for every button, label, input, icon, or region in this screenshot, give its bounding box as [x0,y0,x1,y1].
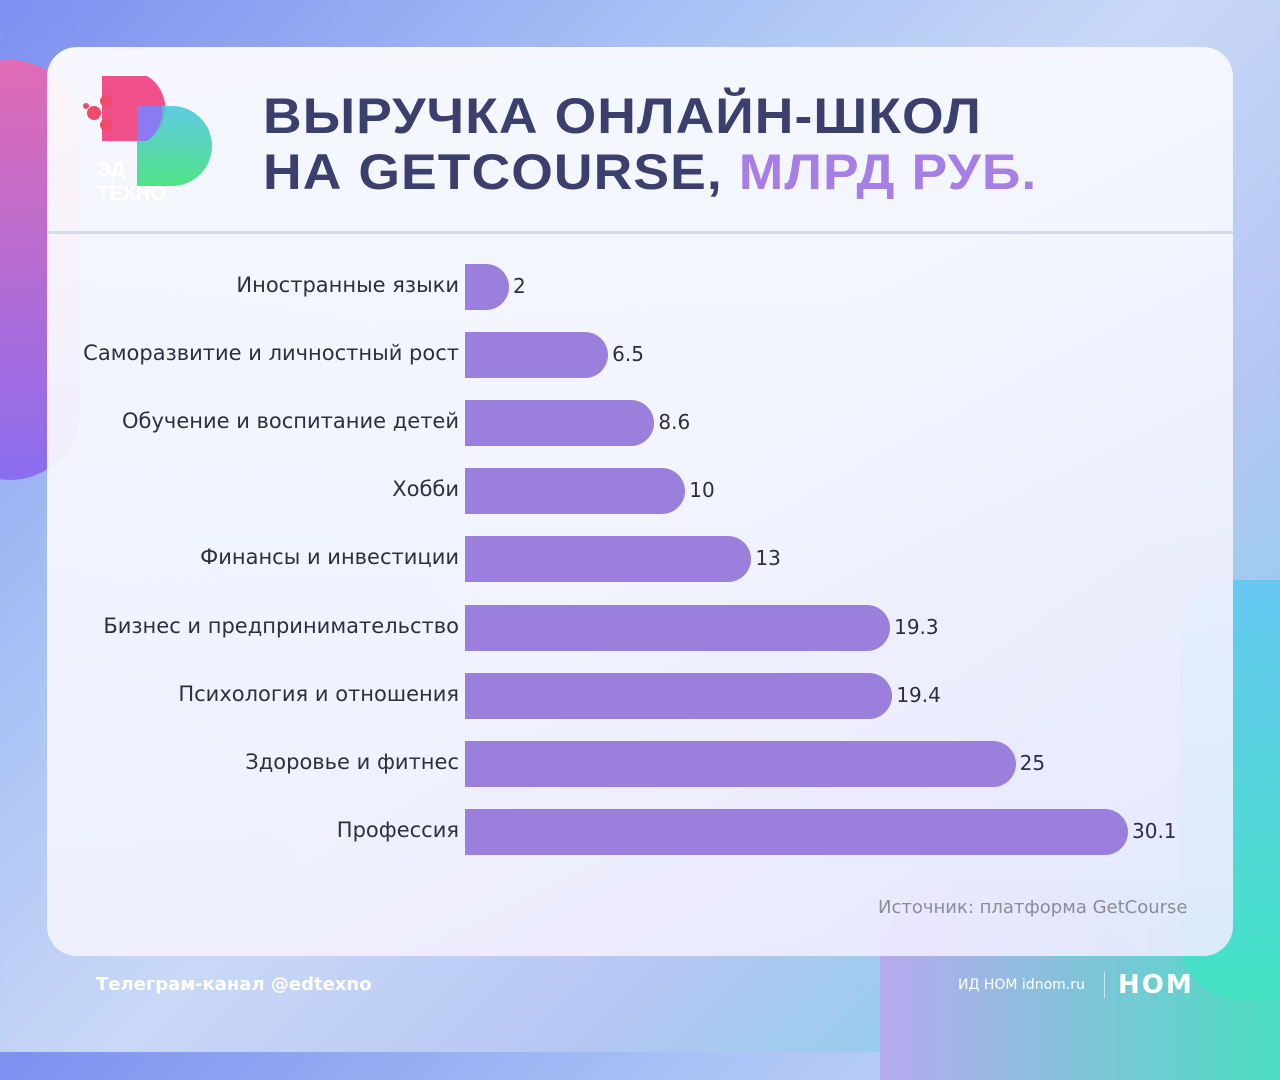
category-label: Финансы и инвестиции [200,545,459,570]
header-divider [47,231,1233,234]
category-label: Профессия [336,817,459,842]
title-main: НА GETCOURSE, [263,144,723,200]
publisher-link[interactable]: ИД НОМ idnom.ru [958,977,1085,993]
page-title: ВЫРУЧКА ОНЛАЙН-ШКОЛ НА GETCOURSE, МЛРД Р… [263,88,1037,200]
value-label: 2 [513,274,526,298]
value-label: 25 [1019,750,1046,775]
value-label: 19.3 [894,614,939,639]
bar [465,332,609,379]
category-label: Бизнес и предпринимательство [103,613,459,638]
value-label: 30.1 [1132,818,1177,843]
edtexno-logo: ЭД ТЕХНО [83,76,212,205]
bar [465,808,1128,855]
telegram-link[interactable]: Телеграм-канал @edtexno [96,974,372,995]
category-label: Хобби [392,477,459,502]
category-label: Саморазвитие и личностный рост [83,341,459,366]
bar [465,740,1016,787]
value-label: 6.5 [612,342,644,367]
category-label: Здоровье и фитнес [245,749,459,774]
bar [465,604,891,651]
value-label: 13 [755,546,781,571]
bar [465,672,893,719]
bar [465,400,655,447]
category-label: Иностранные языки [236,273,459,297]
bar [465,536,752,583]
value-label: 19.4 [896,682,941,707]
svg-text:ТЕХНО: ТЕХНО [97,183,166,205]
category-label: Психология и отношения [178,681,459,706]
footer-separator [1104,972,1105,998]
bar [465,264,510,310]
title-line-1: ВЫРУЧКА ОНЛАЙН-ШКОЛ [263,88,982,144]
bar [465,468,686,515]
value-label: 8.6 [658,410,691,435]
source-note: Источник: платформа GetCourse [878,897,1188,918]
category-label: Обучение и воспитание детей [122,409,459,434]
value-label: 10 [689,478,715,503]
nom-logo: НОМ [1118,970,1194,1000]
title-line-2: НА GETCOURSE, МЛРД РУБ. [263,144,1037,200]
title-accent: МЛРД РУБ. [738,144,1038,200]
svg-text:ЭД: ЭД [97,159,125,181]
